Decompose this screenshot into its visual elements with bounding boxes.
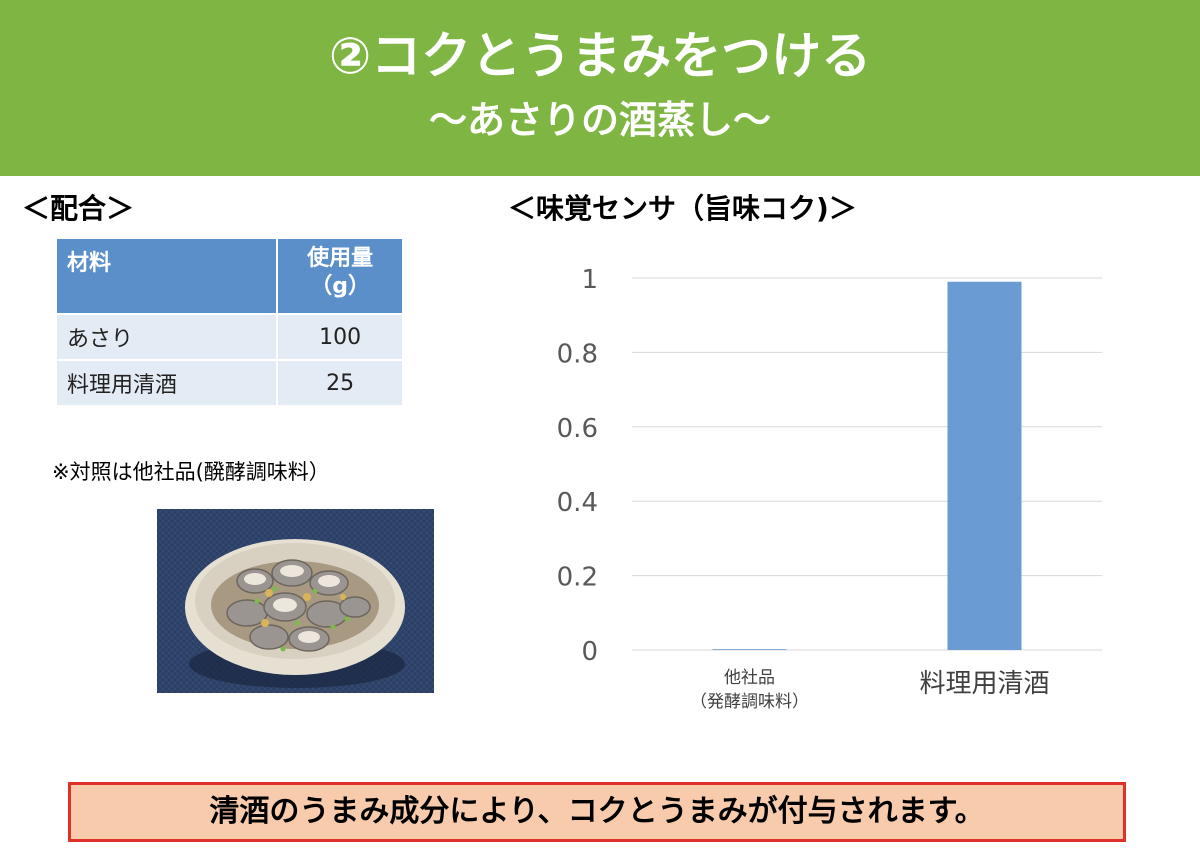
x-tick-label: 料理用清酒 (919, 669, 1049, 699)
column-header-amount-unit: （g） (310, 274, 370, 299)
bar (947, 281, 1022, 650)
clam-dish-image (157, 509, 434, 693)
taste-sensor-bar-chart: 0 0.2 0.4 0.6 0.8 1 他社品 （発酵調味料） 料理用清酒 (557, 265, 1102, 712)
y-tick-label: 0.4 (557, 488, 598, 518)
y-tick-label: 0.6 (557, 414, 598, 444)
recipe-label: ＜配合＞ (22, 192, 135, 225)
x-tick-label: 他社品 (724, 668, 775, 688)
bar (712, 649, 787, 650)
chart-label: ＜味覚センサ（旨味コク)＞ (508, 192, 857, 225)
column-header-amount: 使用量 （g） (276, 237, 404, 315)
table-cell-amount: 100 (276, 313, 404, 361)
table-cell-material: 料理用清酒 (54, 359, 279, 407)
column-header-material: 材料 (54, 237, 279, 315)
table-header-row: 材料 使用量 （g） (54, 237, 404, 315)
chart-y-axis: 0 0.2 0.4 0.6 0.8 1 (557, 265, 598, 667)
x-tick-label: （発酵調味料） (690, 692, 809, 712)
y-tick-label: 0.2 (557, 563, 598, 593)
control-note: ※対照は他社品(醗酵調味料） (52, 460, 330, 484)
y-tick-label: 0 (581, 637, 598, 667)
y-tick-label: 0.8 (557, 339, 598, 369)
table-cell-amount: 25 (276, 359, 404, 407)
chart-gridlines (632, 277, 1102, 651)
recipe-table: 材料 使用量 （g） あさり 100 料理用清酒 25 (54, 237, 404, 407)
slide-subtitle: ～あさりの酒蒸し～ (428, 98, 771, 142)
table-row: 料理用清酒 25 (54, 359, 404, 407)
table-row: あさり 100 (54, 313, 404, 361)
clams-photo (157, 509, 434, 693)
chart-x-axis: 他社品 （発酵調味料） 料理用清酒 (690, 668, 1050, 712)
summary-callout: 清酒のうまみ成分により、コクとうまみが付与されます。 (68, 782, 1126, 842)
table-cell-material: あさり (54, 313, 279, 361)
chart-bars (712, 281, 1022, 650)
y-tick-label: 1 (581, 265, 598, 295)
column-header-amount-label: 使用量 (307, 246, 374, 271)
slide-title: ②コクとうまみをつける (328, 27, 872, 85)
header-banner: ②コクとうまみをつける ～あさりの酒蒸し～ (0, 0, 1200, 176)
